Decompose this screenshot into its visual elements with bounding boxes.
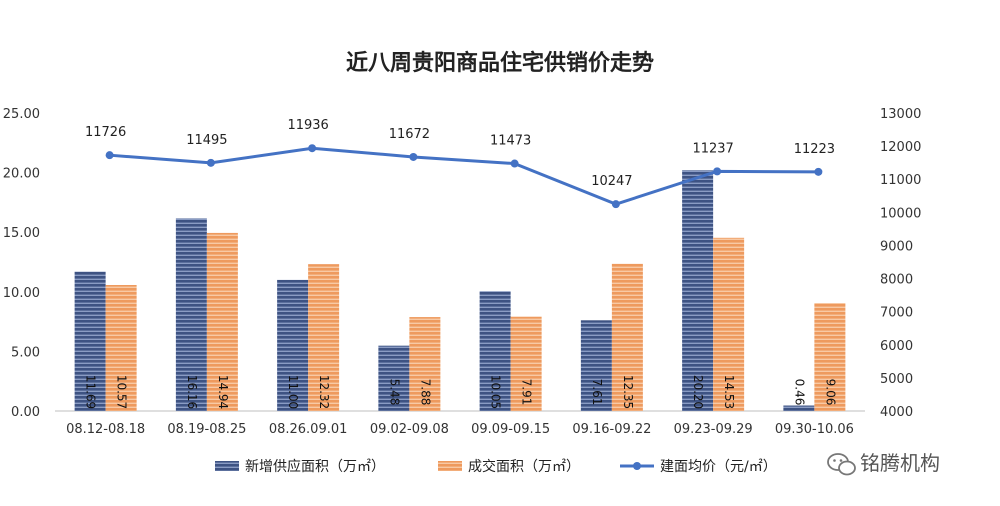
bar-value-label: 20.20: [691, 375, 705, 409]
line-series: 11726 11495 11936 11672 11473 10247 11237 11223: [85, 118, 835, 209]
bar-value-label: 7.88: [418, 379, 432, 406]
bar-value-label: 14.94: [216, 375, 230, 409]
bar-supply: [783, 405, 815, 411]
bar-supply: [580, 320, 612, 411]
right-tick-label: 4000: [880, 405, 913, 420]
right-tick-label: 7000: [880, 306, 913, 321]
x-tick-label: 09.30-10.06: [775, 422, 854, 437]
legend-label: 成交面积（万㎡）: [468, 458, 580, 475]
legend-label: 新增供应面积（万㎡）: [245, 458, 385, 475]
watermark-text: 铭腾机构: [860, 451, 940, 475]
price-label: 11237: [692, 141, 733, 156]
bar-sales: [814, 303, 846, 411]
bar-value-label: 5.48: [387, 379, 401, 406]
bar-value-label: 16.16: [185, 375, 199, 409]
bar-value-label: 7.91: [520, 379, 534, 406]
x-tick-label: 09.23-09.29: [674, 422, 753, 437]
bar-value-label: 12.32: [317, 375, 331, 409]
bar-sales: [611, 263, 643, 411]
bar-value-label: 7.61: [590, 379, 604, 406]
price-label: 11495: [186, 133, 227, 148]
bar-sales: [510, 316, 542, 411]
bars: 11.69 16.16 11.00 5.48 10.05 7.61 20.20 0.46 10.…: [74, 170, 846, 411]
bar-sales: [713, 237, 745, 411]
bar-value-label: 10.57: [115, 375, 129, 409]
price-label: 11726: [85, 125, 126, 140]
bar-supply: [479, 291, 511, 411]
x-tick-label: 08.26.09.01: [269, 422, 348, 437]
bar-sales: [105, 285, 137, 411]
price-label: 11936: [287, 118, 328, 133]
legend-label: 建面均价（元/㎡）: [660, 459, 777, 475]
bar-sales: [409, 317, 441, 411]
left-axis: 0.00 5.00 10.00 15.00 20.00 25.00: [3, 107, 40, 420]
price-point: [206, 158, 215, 167]
bar-supply: [682, 170, 714, 411]
chart-title: 近八周贵阳商品住宅供销价走势: [346, 50, 654, 76]
bar-supply: [277, 279, 309, 411]
bar-value-label: 11.69: [84, 375, 98, 409]
watermark: 铭腾机构: [827, 451, 940, 476]
bar-supply: [175, 218, 207, 411]
right-axis: 4000 5000 6000 7000 8000 9000 10000 11000 12000 1…: [880, 107, 921, 420]
price-point: [308, 144, 317, 153]
x-tick-label: 09.16-09.22: [572, 422, 651, 437]
price-label: 11672: [389, 127, 430, 142]
price-label: 11473: [490, 134, 531, 149]
right-tick-label: 5000: [880, 372, 913, 387]
price-line: [109, 146, 819, 206]
left-tick-label: 5.00: [11, 345, 40, 360]
left-tick-label: 20.00: [3, 167, 40, 182]
bar-sales: [206, 232, 238, 411]
x-tick-label: 09.09-09.15: [471, 422, 550, 437]
bar-supply: [378, 345, 410, 411]
bar-value-label: 0.46: [792, 379, 806, 406]
price-point: [611, 200, 620, 209]
x-tick-label: 09.02-09.08: [370, 422, 449, 437]
x-tick-label: 08.12-08.18: [66, 422, 145, 437]
bar-value-label: 14.53: [722, 375, 736, 409]
left-tick-label: 0.00: [11, 405, 40, 420]
right-tick-label: 13000: [880, 107, 921, 122]
left-tick-label: 10.00: [3, 286, 40, 301]
left-tick-label: 15.00: [3, 226, 40, 241]
left-tick-label: 25.00: [3, 107, 40, 122]
right-tick-label: 12000: [880, 140, 921, 155]
price-point: [713, 167, 722, 176]
bar-value-label: 9.06: [823, 379, 837, 406]
bar-value-label: 12.35: [621, 375, 635, 409]
right-tick-label: 6000: [880, 339, 913, 354]
right-tick-label: 10000: [880, 206, 921, 221]
price-point: [510, 159, 519, 168]
legend: 新增供应面积（万㎡） 成交面积（万㎡） 建面均价（元/㎡）: [215, 458, 777, 475]
wechat-icon: [827, 453, 856, 476]
legend-marker: [633, 462, 641, 470]
right-tick-label: 8000: [880, 273, 913, 288]
x-axis: 08.12-08.18 08.19-08.25 08.26.09.01 09.02-0…: [66, 422, 854, 437]
right-tick-label: 9000: [880, 239, 913, 254]
legend-swatch: [215, 461, 239, 471]
right-tick-label: 11000: [880, 173, 921, 188]
price-point: [409, 152, 418, 161]
x-tick-label: 08.19-08.25: [167, 422, 246, 437]
bar-value-label: 10.05: [489, 375, 503, 409]
price-label: 10247: [591, 174, 632, 189]
bar-value-label: 11.00: [286, 375, 300, 409]
legend-swatch: [438, 461, 462, 471]
price-point: [105, 151, 114, 160]
price-label: 11223: [794, 142, 835, 157]
bar-supply: [74, 271, 106, 411]
bar-sales: [308, 264, 340, 411]
price-point: [814, 167, 823, 176]
